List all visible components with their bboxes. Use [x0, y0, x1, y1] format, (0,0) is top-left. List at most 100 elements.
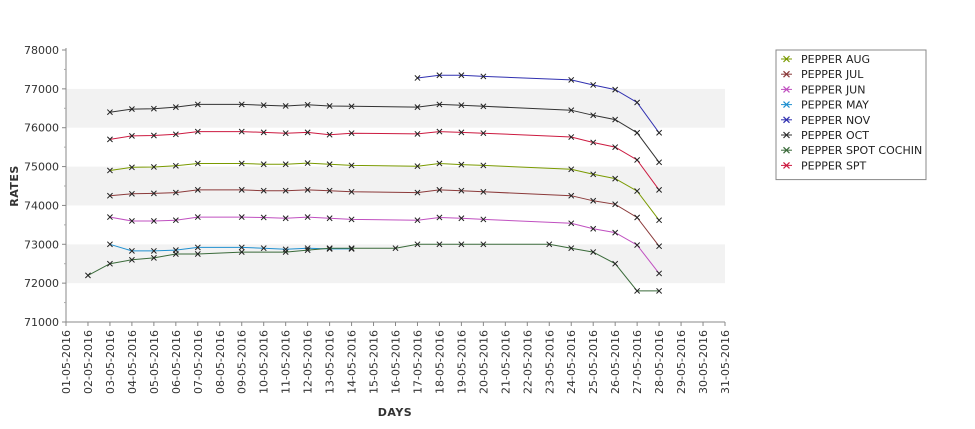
series-pepper-spt [106, 128, 663, 193]
data-point [172, 217, 179, 224]
data-point [590, 171, 597, 178]
data-point [128, 106, 135, 113]
data-point [634, 99, 641, 106]
data-point [238, 186, 245, 193]
x-tick-label: 29-05-2016 [675, 330, 688, 394]
series-pepper-aug [106, 160, 663, 224]
data-point [194, 214, 201, 221]
y-tick-label: 78000 [24, 44, 59, 57]
legend-swatch-marker [783, 70, 790, 78]
legend-swatch-marker [783, 146, 790, 154]
legend-label: PEPPER MAY [801, 99, 869, 112]
data-point [480, 162, 487, 169]
data-point [304, 214, 311, 221]
data-point [458, 102, 465, 109]
x-tick-label: 07-05-2016 [192, 330, 205, 394]
y-tick-label: 74000 [24, 199, 59, 212]
data-point [128, 218, 135, 224]
data-point [414, 189, 421, 196]
data-point [634, 188, 641, 195]
data-point [612, 175, 619, 182]
x-tick-label: 10-05-2016 [258, 330, 271, 394]
x-tick-label: 26-05-2016 [609, 330, 622, 394]
data-point [480, 73, 487, 80]
x-tick-label: 15-05-2016 [368, 330, 381, 394]
data-point [458, 161, 465, 168]
series-pepper-nov [414, 72, 663, 136]
data-point [326, 187, 333, 194]
data-point [260, 187, 267, 194]
data-point [546, 241, 553, 248]
series-line [87, 243, 660, 292]
data-point [414, 130, 421, 137]
x-tick-label: 21-05-2016 [499, 330, 512, 394]
data-point [282, 249, 289, 256]
data-point [348, 216, 355, 223]
data-point [348, 130, 355, 137]
legend-item: PEPPER SPOT COCHIN [781, 144, 922, 157]
x-tick-label: 08-05-2016 [214, 330, 227, 394]
x-tick-label: 13-05-2016 [324, 330, 337, 394]
data-point [304, 186, 311, 193]
data-point [634, 242, 641, 249]
data-point [150, 132, 157, 139]
data-point [128, 190, 135, 197]
data-point [128, 247, 135, 254]
y-axis: 71000 72000 73000 74000 75000 76000 77000 78000 [24, 44, 67, 329]
series-pepper-oct [106, 101, 663, 166]
legend-swatch-marker [783, 85, 790, 93]
legend-item: PEPPER JUN [781, 83, 865, 96]
x-tick-label: 28-05-2016 [653, 330, 666, 394]
data-point [568, 107, 575, 114]
data-point [436, 160, 443, 167]
legend-item: PEPPER MAY [781, 99, 869, 112]
x-tick-label: 03-05-2016 [104, 330, 117, 394]
data-point [150, 254, 157, 261]
data-point [260, 214, 267, 221]
y-tick-label: 73000 [24, 238, 59, 251]
legend-item: PEPPER OCT [781, 129, 869, 142]
grid-band [66, 283, 725, 322]
data-point [436, 101, 443, 108]
x-tick-label: 22-05-2016 [521, 330, 534, 394]
data-point [194, 251, 201, 257]
y-tick-label: 76000 [24, 122, 59, 135]
x-tick-label: 02-05-2016 [82, 330, 95, 394]
legend-label: PEPPER AUG [801, 53, 870, 66]
series-pepper-jul [106, 186, 663, 250]
data-point [612, 260, 619, 267]
legend-swatch-marker [783, 131, 790, 139]
data-point [436, 128, 443, 135]
series-line [109, 103, 660, 163]
y-axis-label: RATES [8, 165, 21, 207]
data-point [348, 103, 355, 110]
data-point [656, 159, 663, 166]
data-point [612, 229, 619, 236]
x-tick-label: 30-05-2016 [697, 330, 710, 394]
data-point [414, 163, 421, 170]
legend-item: PEPPER NOV [781, 114, 871, 127]
legend-swatch-marker [783, 55, 790, 63]
data-point [348, 245, 355, 252]
data-point [414, 241, 421, 248]
data-point [590, 225, 597, 232]
x-tick-label: 20-05-2016 [477, 330, 490, 394]
data-point [612, 116, 619, 123]
series-pepper-spot-cochin [85, 241, 663, 294]
legend-label: PEPPER NOV [801, 114, 871, 127]
data-point [106, 241, 113, 248]
data-point [106, 167, 113, 174]
data-point [348, 162, 355, 169]
data-point [172, 131, 179, 138]
data-point [304, 129, 311, 136]
x-axis-label: DAYS [378, 406, 412, 419]
data-point [194, 186, 201, 193]
legend-box [775, 49, 927, 181]
data-point [326, 245, 333, 252]
x-tick-label: 14-05-2016 [346, 330, 359, 394]
data-point [194, 160, 201, 167]
data-point [304, 101, 311, 108]
data-point [326, 161, 333, 168]
data-point [282, 161, 289, 168]
